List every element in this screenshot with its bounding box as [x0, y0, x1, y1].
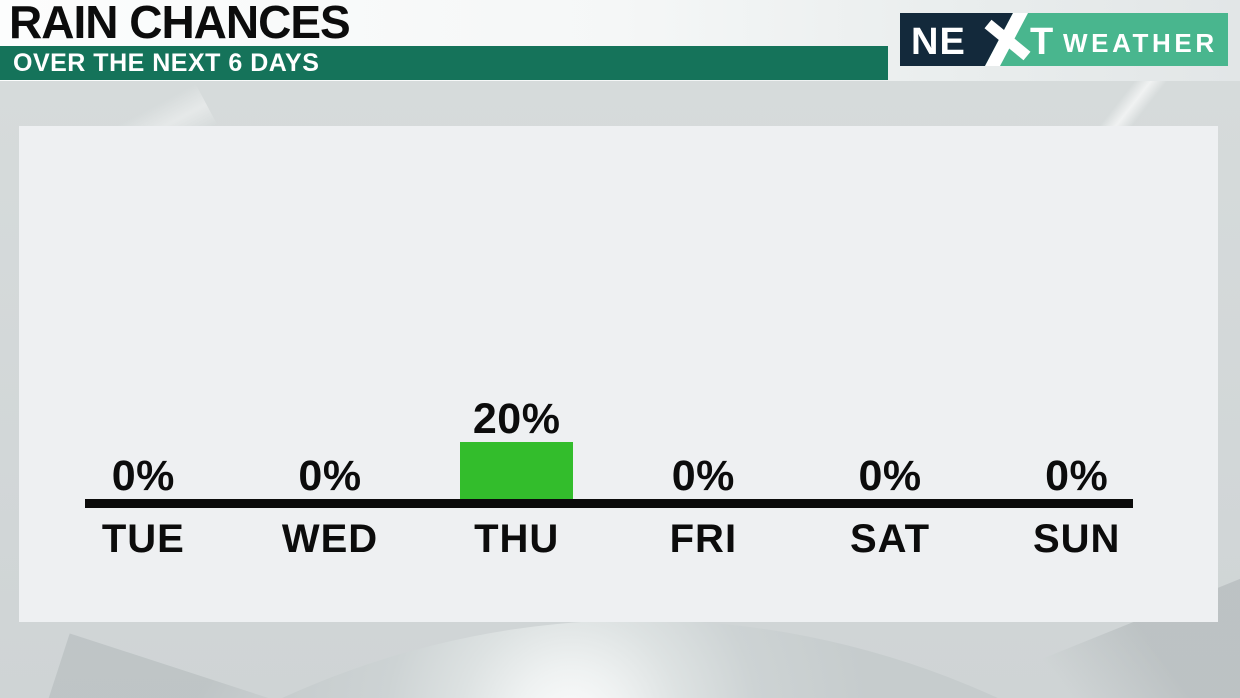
chart-column: 0%: [797, 126, 984, 499]
value-label: 0%: [858, 452, 922, 500]
next-weather-logo: NE T WEATHER: [900, 13, 1228, 71]
day-label-row: TUE WED THU FRI SAT SUN: [50, 508, 1170, 562]
chart-columns: 0% 0% 20% 0% 0% 0%: [50, 126, 1170, 499]
day-label: SUN: [1032, 517, 1121, 561]
value-label: 20%: [472, 395, 561, 443]
value-label: 0%: [671, 452, 735, 500]
logo-navy-box: [900, 13, 1013, 66]
subtitle-text: OVER THE NEXT 6 DAYS: [13, 48, 320, 77]
day-label: WED: [281, 517, 379, 561]
value-label: 0%: [1045, 452, 1109, 500]
logo-weather-text: WEATHER: [1063, 28, 1218, 58]
chart-baseline: [85, 499, 1133, 508]
value-label: 0%: [111, 452, 175, 500]
subtitle-banner: OVER THE NEXT 6 DAYS: [0, 46, 888, 80]
logo-x-glyph: [984, 13, 1031, 66]
day-label: FRI: [669, 517, 738, 561]
logo-t-text: T: [1030, 21, 1053, 63]
rain-bar: [460, 442, 574, 499]
next-weather-logo-svg: NE T WEATHER: [900, 13, 1228, 66]
chart-column: 20%: [423, 126, 610, 499]
chart-column: 0%: [50, 126, 237, 499]
day-label: TUE: [101, 517, 185, 561]
day-label: SAT: [850, 517, 931, 561]
value-label: 0%: [298, 452, 362, 500]
chart-column: 0%: [983, 126, 1170, 499]
page-title: RAIN CHANCES: [9, 0, 351, 48]
logo-ne-text: NE: [911, 21, 966, 63]
chart-column: 0%: [610, 126, 797, 499]
rain-chart-panel: 0% 0% 20% 0% 0% 0% TUE WED THU FRI SAT SUN: [19, 126, 1218, 622]
chart-column: 0%: [237, 126, 424, 499]
day-label: THU: [474, 517, 560, 561]
